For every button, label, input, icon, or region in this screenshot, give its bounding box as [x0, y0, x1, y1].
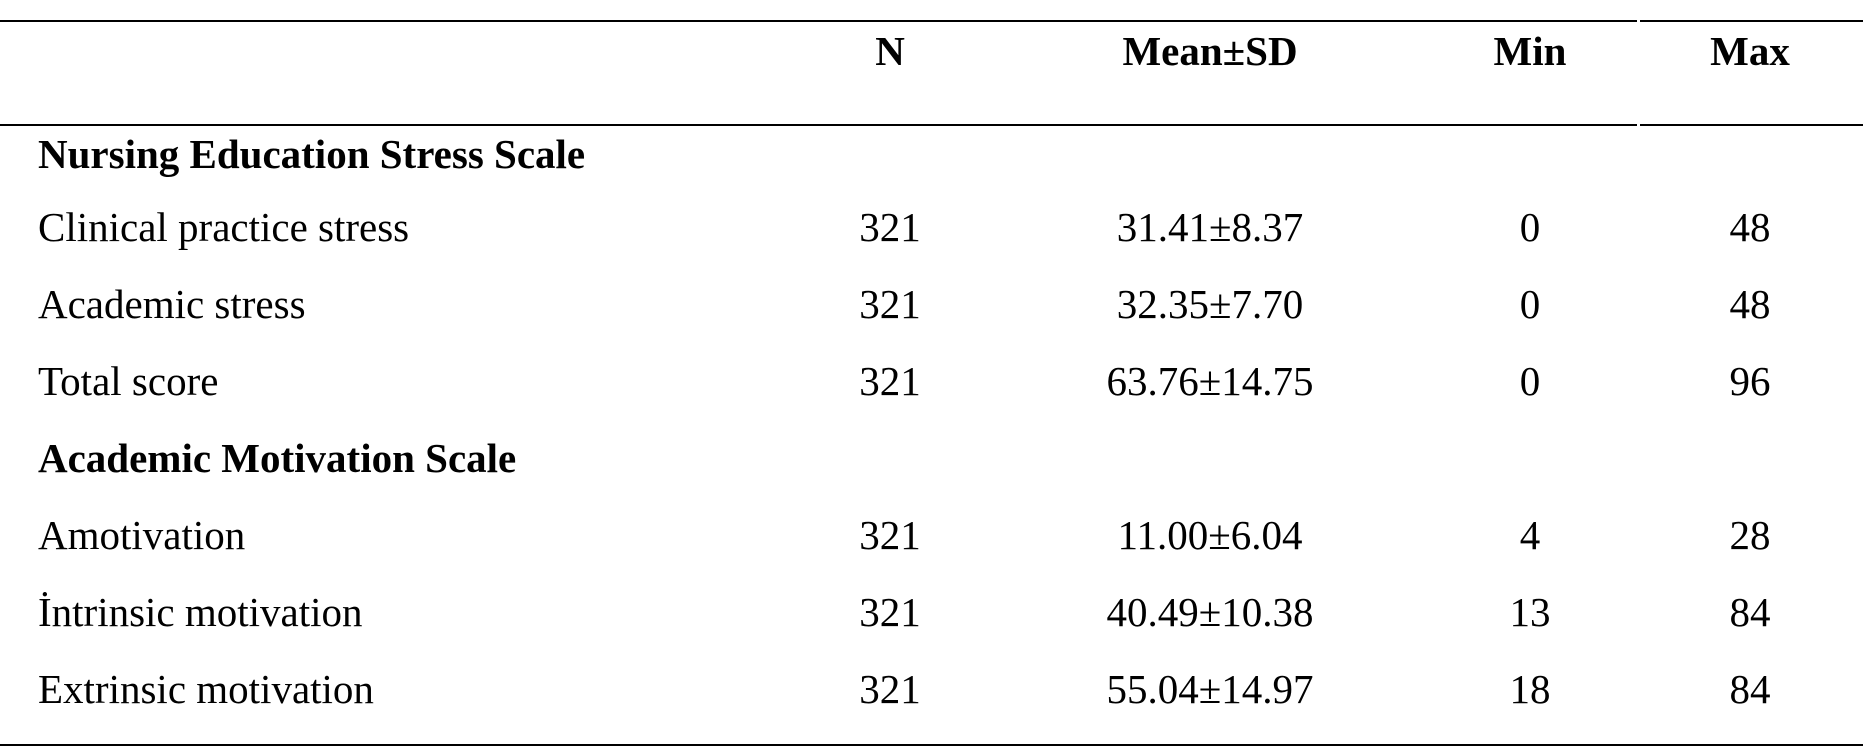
row-mean-sd: 11.00±6.04: [1117, 512, 1303, 558]
rule-gap: [1637, 122, 1640, 128]
row-n: 321: [859, 358, 921, 404]
table-header-rule: [0, 124, 1863, 126]
row-mean-sd: 32.35±7.70: [1116, 281, 1304, 327]
table-top-rule: [0, 20, 1863, 22]
row-label: Amotivation: [38, 512, 246, 558]
row-max: 84: [1729, 589, 1771, 635]
section-title-nursing-stress: Nursing Education Stress Scale: [38, 131, 586, 177]
rule-gap: [1637, 18, 1640, 24]
section-title-academic-motivation: Academic Motivation Scale: [38, 435, 517, 481]
row-max: 48: [1729, 281, 1771, 327]
row-label: Clinical practice stress: [38, 204, 410, 250]
row-max: 28: [1729, 512, 1771, 558]
row-n: 321: [859, 666, 921, 712]
row-n: 321: [859, 512, 921, 558]
row-label: Total score: [38, 358, 219, 404]
row-min: 0: [1519, 204, 1541, 250]
row-min: 0: [1519, 358, 1541, 404]
row-n: 321: [859, 204, 921, 250]
row-max: 96: [1729, 358, 1771, 404]
header-max: Max: [1710, 28, 1790, 74]
row-mean-sd: 40.49±10.38: [1106, 589, 1314, 635]
row-label: Academic stress: [38, 281, 306, 327]
row-label: Extrinsic motivation: [38, 666, 374, 712]
row-max: 48: [1729, 204, 1771, 250]
row-min: 18: [1509, 666, 1551, 712]
table-bottom-rule: [0, 744, 1863, 746]
row-mean-sd: 63.76±14.75: [1106, 358, 1314, 404]
row-min: 0: [1519, 281, 1541, 327]
row-mean-sd: 55.04±14.97: [1106, 666, 1314, 712]
row-min: 13: [1509, 589, 1551, 635]
header-min: Min: [1493, 28, 1567, 74]
row-label: İntrinsic motivation: [38, 589, 363, 635]
header-mean-sd: Mean±SD: [1122, 28, 1298, 74]
row-min: 4: [1519, 512, 1541, 558]
row-n: 321: [859, 281, 921, 327]
row-max: 84: [1729, 666, 1771, 712]
row-n: 321: [859, 589, 921, 635]
header-n: N: [875, 28, 905, 74]
row-mean-sd: 31.41±8.37: [1116, 204, 1304, 250]
